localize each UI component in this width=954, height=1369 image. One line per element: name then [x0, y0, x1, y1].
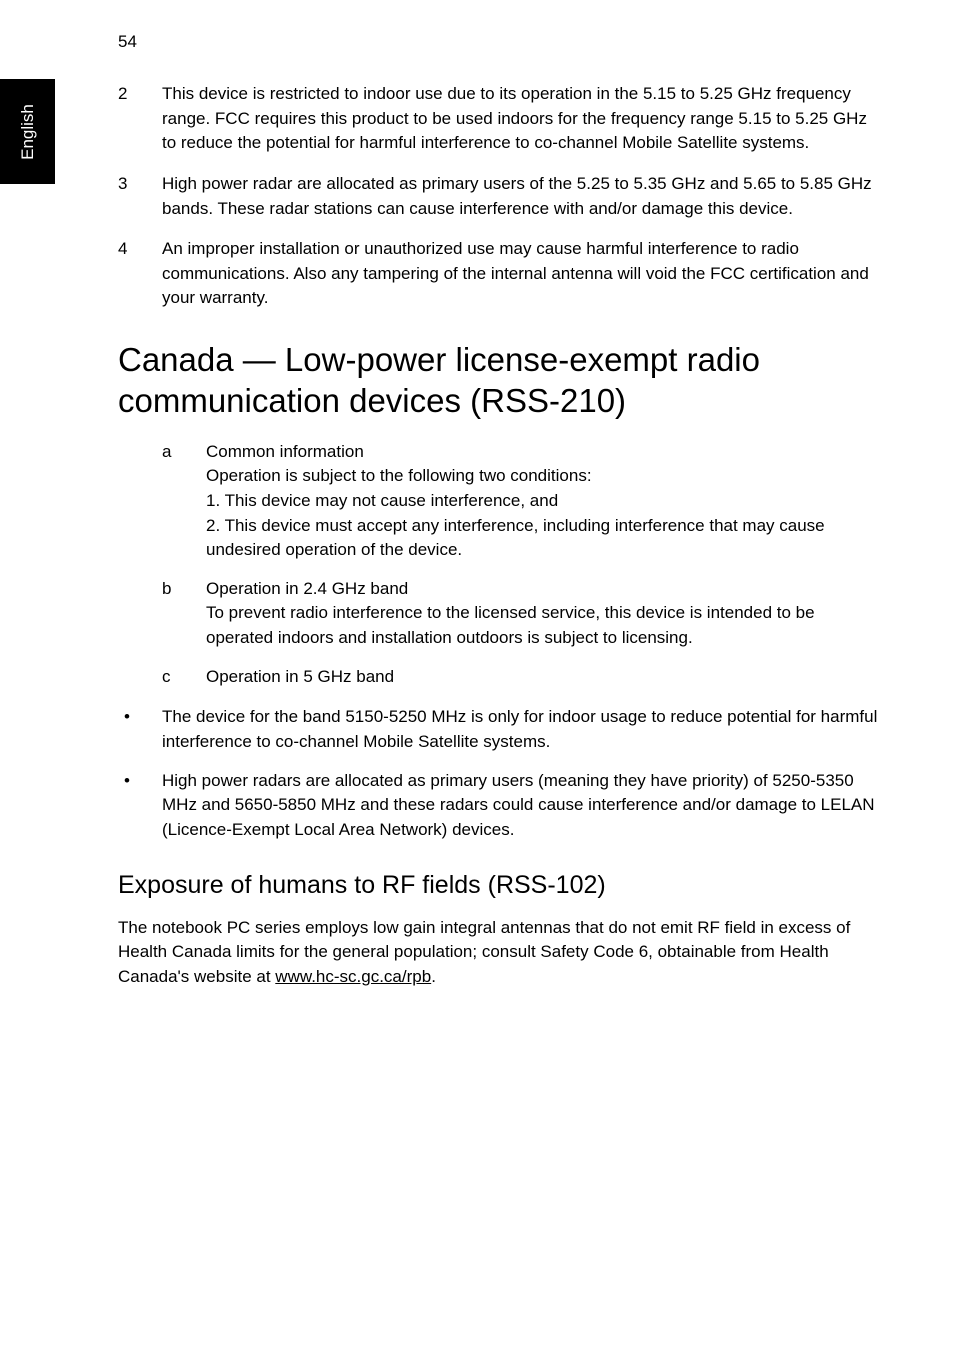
- line: Operation in 2.4 GHz band: [206, 579, 408, 598]
- numbered-list: 2 This device is restricted to indoor us…: [118, 82, 878, 311]
- letter-list: a Common information Operation is subjec…: [162, 440, 878, 690]
- line: To prevent radio interference to the lic…: [206, 603, 815, 647]
- item-letter: b: [162, 577, 206, 651]
- item-letter: c: [162, 665, 206, 690]
- numbered-item: 3 High power radar are allocated as prim…: [118, 172, 878, 221]
- bullet-item: • High power radars are allocated as pri…: [118, 769, 878, 843]
- page-number: 54: [118, 32, 137, 52]
- numbered-item: 4 An improper installation or unauthoriz…: [118, 237, 878, 311]
- item-text: Operation in 5 GHz band: [206, 665, 878, 690]
- letter-item: c Operation in 5 GHz band: [162, 665, 878, 690]
- item-text: An improper installation or unauthorized…: [162, 237, 878, 311]
- item-number: 4: [118, 237, 162, 311]
- subsection-heading: Exposure of humans to RF fields (RSS-102…: [118, 871, 878, 900]
- item-number: 3: [118, 172, 162, 221]
- para-text: The notebook PC series employs low gain …: [118, 918, 850, 986]
- section-heading: Canada — Low-power license-exempt radio …: [118, 339, 878, 422]
- bullet-text: High power radars are allocated as prima…: [162, 769, 878, 843]
- line: 2. This device must accept any interfere…: [206, 516, 825, 560]
- item-letter: a: [162, 440, 206, 563]
- item-number: 2: [118, 82, 162, 156]
- language-tab: English: [0, 79, 55, 184]
- link-text: www.hc-sc.gc.ca/rpb: [275, 967, 431, 986]
- item-text: Common information Operation is subject …: [206, 440, 878, 563]
- bullet-marker: •: [118, 705, 162, 754]
- line: 1. This device may not cause interferenc…: [206, 491, 558, 510]
- paragraph: The notebook PC series employs low gain …: [118, 916, 878, 990]
- para-suffix: .: [431, 967, 436, 986]
- bullet-text: The device for the band 5150-5250 MHz is…: [162, 705, 878, 754]
- content-area: 2 This device is restricted to indoor us…: [118, 82, 878, 990]
- bullet-list: • The device for the band 5150-5250 MHz …: [118, 705, 878, 842]
- bullet-item: • The device for the band 5150-5250 MHz …: [118, 705, 878, 754]
- numbered-item: 2 This device is restricted to indoor us…: [118, 82, 878, 156]
- line: Operation is subject to the following tw…: [206, 466, 592, 485]
- line: Operation in 5 GHz band: [206, 667, 394, 686]
- bullet-marker: •: [118, 769, 162, 843]
- line: Common information: [206, 442, 364, 461]
- item-text: This device is restricted to indoor use …: [162, 82, 878, 156]
- item-text: High power radar are allocated as primar…: [162, 172, 878, 221]
- item-text: Operation in 2.4 GHz band To prevent rad…: [206, 577, 878, 651]
- letter-item: a Common information Operation is subjec…: [162, 440, 878, 563]
- language-tab-text: English: [18, 104, 38, 160]
- letter-item: b Operation in 2.4 GHz band To prevent r…: [162, 577, 878, 651]
